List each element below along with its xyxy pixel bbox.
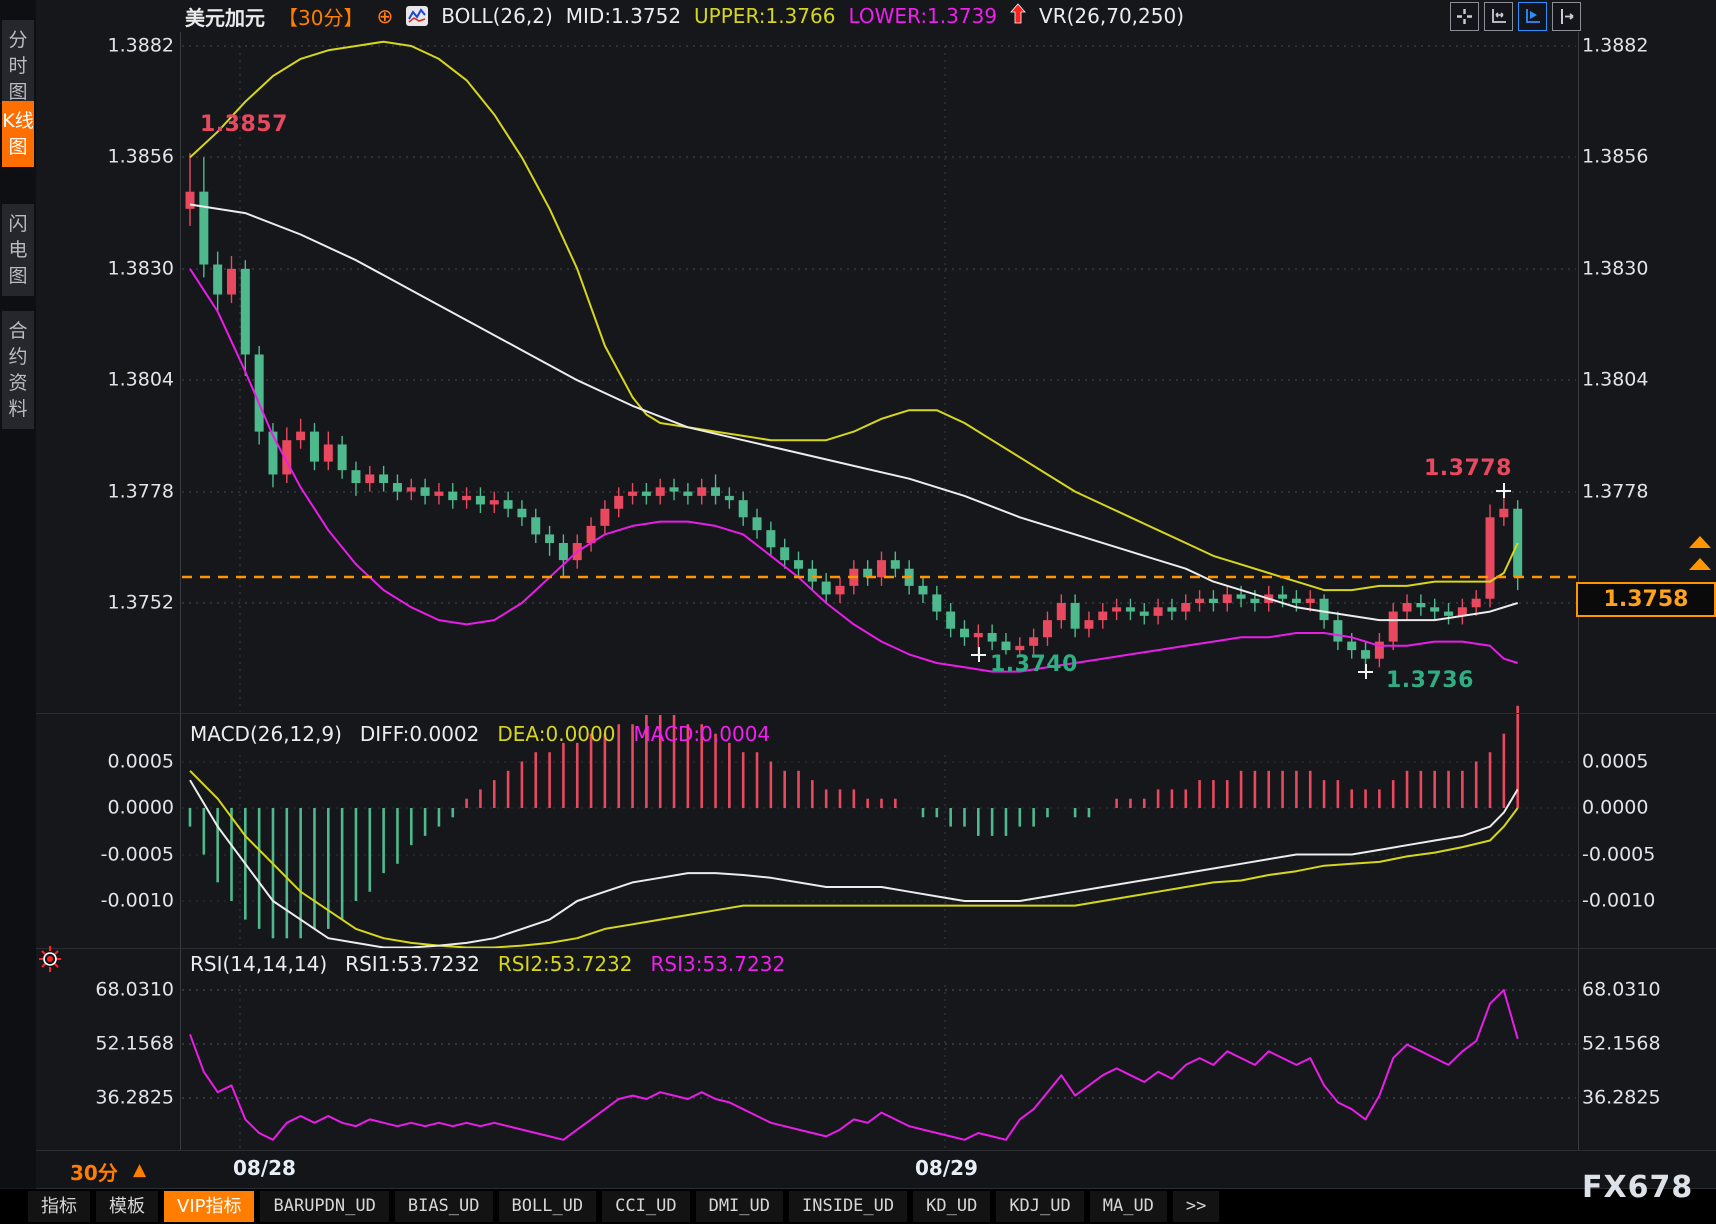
chart-toolbar (1450, 2, 1581, 31)
tab-barupdn_ud[interactable]: BARUPDN_UD (260, 1191, 389, 1222)
tab-boll_ud[interactable]: BOLL_UD (498, 1191, 597, 1222)
recent-high-label: 1.3778 (1424, 456, 1512, 481)
left-axis-label: 1.3752 (107, 591, 174, 614)
swing-high-label: 1.3857 (200, 112, 288, 137)
price-up-arrow-icon (1689, 536, 1711, 570)
play-forward-tool-button[interactable] (1518, 2, 1547, 31)
left-axis-label: 68.0310 (95, 978, 174, 1001)
time-axis: 30分 ▲ 08/28 08/29 (36, 1151, 1716, 1188)
right-axis-label: 1.3830 (1582, 257, 1649, 280)
rsi3-value: RSI3:53.7232 (650, 952, 786, 976)
panel-separator (36, 948, 1716, 949)
left-axis-label: -0.0005 (100, 843, 174, 866)
sidebar-item-kline-chart[interactable]: K线图 (2, 101, 34, 167)
panel-separator (36, 713, 1716, 714)
macd-name: MACD(26,12,9) (190, 722, 342, 746)
left-axis-label: 1.3830 (107, 257, 174, 280)
plot-left-border (180, 32, 181, 1150)
tab-kd_ud[interactable]: KD_UD (913, 1191, 991, 1222)
panel-separator (36, 1188, 1716, 1189)
right-axis-label: -0.0005 (1582, 843, 1656, 866)
macd-header: MACD(26,12,9) DIFF:0.0002 DEA:0.0000 MAC… (190, 722, 770, 746)
tab-bias_ud[interactable]: BIAS_UD (394, 1191, 493, 1222)
low-cross-marker-1 (971, 647, 986, 662)
left-axis-label: -0.0010 (100, 889, 174, 912)
low-cross-marker-2 (1358, 664, 1373, 679)
left-axis-label: 1.3882 (107, 34, 174, 57)
timeframe-arrow-icon[interactable]: ▲ (133, 1160, 147, 1180)
boll-label: BOLL(26,2) (441, 4, 553, 28)
timeframe-label[interactable]: 30分 (70, 1161, 118, 1185)
date-label-0828: 08/28 (233, 1156, 296, 1180)
sidebar-item-contract-info[interactable]: 合约资料 (2, 311, 34, 429)
sidebar-item-time-chart[interactable]: 分时图 (2, 20, 34, 112)
tab-cci_ud[interactable]: CCI_UD (602, 1191, 690, 1222)
current-price-tag: 1.3758 (1576, 582, 1716, 617)
right-axis-label: 1.3882 (1582, 34, 1649, 57)
swing-low-label-2: 1.3736 (1386, 668, 1474, 693)
rsi-name: RSI(14,14,14) (190, 952, 328, 976)
right-axis-label: 1.3804 (1582, 368, 1649, 391)
high-cross-marker (1496, 483, 1511, 498)
right-axis-label: 52.1568 (1582, 1032, 1661, 1055)
left-axis-label: 1.3804 (107, 368, 174, 391)
chart-header: 美元加元 【30分】 ⊕ BOLL(26,2) MID:1.3752 UPPER… (185, 0, 1184, 32)
right-axis-label: -0.0010 (1582, 889, 1656, 912)
boll-lower-value: LOWER:1.3739 (848, 4, 998, 28)
crosshair-tool-button[interactable] (1450, 2, 1479, 31)
right-axis-label: 1.3778 (1582, 480, 1649, 503)
period-label: 【30分】 (278, 5, 364, 30)
left-sidebar: 分时图 K线图闪电图合约资料 (0, 0, 36, 1188)
tab-ma_ud[interactable]: MA_UD (1089, 1191, 1167, 1222)
fx678-watermark: FX678 (1582, 1170, 1694, 1205)
symbol-name: 美元加元 (185, 5, 265, 30)
tab-dmi_ud[interactable]: DMI_UD (695, 1191, 783, 1222)
tab-inside_ud[interactable]: INSIDE_UD (789, 1191, 908, 1222)
indicator-tab-bar: 指标 模板 VIP指标 BARUPDN_UD BIAS_UD BOLL_UD CCI_UD D… (0, 1189, 1716, 1224)
left-axis-label: 0.0000 (107, 796, 174, 819)
right-axis-label: 0.0000 (1582, 796, 1649, 819)
rsi-header: RSI(14,14,14) RSI1:53.7232 RSI2:53.7232 … (190, 952, 785, 976)
tab->>[interactable]: >> (1172, 1191, 1220, 1222)
tab-kdj_ud[interactable]: KDJ_UD (996, 1191, 1084, 1222)
add-indicator-icon[interactable]: ⊕ (376, 4, 394, 28)
vr-label: VR(26,70,250) (1039, 4, 1185, 28)
macd-diff-value: DIFF:0.0002 (359, 722, 480, 746)
macd-dea-value: DEA:0.0000 (497, 722, 616, 746)
indicator-chart-icon (406, 6, 429, 26)
right-axis-label: 36.2825 (1582, 1086, 1661, 1109)
tab-[interactable]: 模板 (96, 1191, 158, 1222)
zoom-range-tool-button[interactable] (1484, 2, 1513, 31)
macd-macd-value: MACD:0.0004 (633, 722, 771, 746)
left-axis-label: 1.3778 (107, 480, 174, 503)
boll-upper-value: UPPER:1.3766 (694, 4, 836, 28)
rsi1-value: RSI1:53.7232 (345, 952, 480, 976)
left-axis-label: 1.3856 (107, 145, 174, 168)
tab-vip[interactable]: VIP指标 (164, 1191, 255, 1222)
up-arrow-icon (1010, 2, 1026, 30)
right-axis-label: 1.3856 (1582, 145, 1649, 168)
left-axis-label: 0.0005 (107, 750, 174, 773)
alert-sun-icon[interactable] (36, 944, 64, 978)
tab-[interactable]: 指标 (28, 1191, 90, 1222)
date-label-0829: 08/29 (915, 1156, 978, 1180)
rsi2-value: RSI2:53.7232 (497, 952, 633, 976)
shift-right-tool-button[interactable] (1552, 2, 1581, 31)
swing-low-label-1: 1.3740 (990, 652, 1078, 677)
panel-separator (36, 1150, 1716, 1151)
boll-mid-value: MID:1.3752 (565, 4, 682, 28)
left-axis-label: 52.1568 (95, 1032, 174, 1055)
left-axis-label: 36.2825 (95, 1086, 174, 1109)
right-axis-label: 68.0310 (1582, 978, 1661, 1001)
sidebar-item-flash-chart[interactable]: 闪电图 (2, 204, 34, 296)
right-axis-label: 0.0005 (1582, 750, 1649, 773)
